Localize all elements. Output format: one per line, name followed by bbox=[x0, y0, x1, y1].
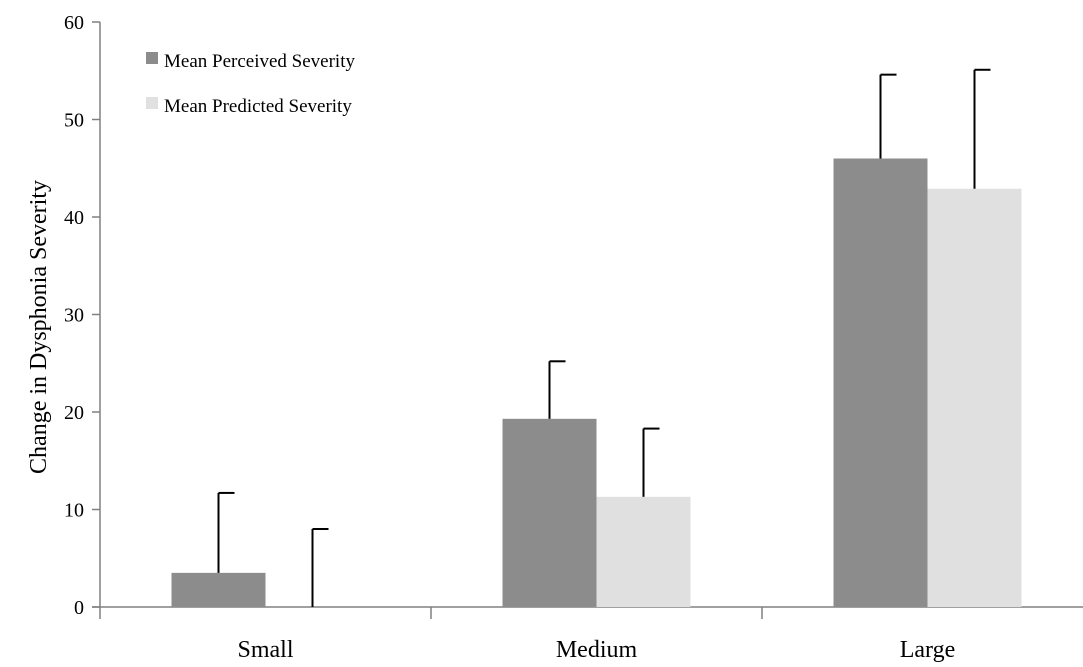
legend-label: Mean Predicted Severity bbox=[164, 96, 352, 117]
bar bbox=[502, 418, 597, 607]
bar bbox=[927, 188, 1022, 607]
x-tick-label: Large bbox=[900, 637, 956, 663]
y-tick-label: 0 bbox=[74, 597, 84, 619]
y-axis-title: Change in Dysphonia Severity bbox=[26, 180, 52, 474]
y-tick-label: 30 bbox=[64, 305, 84, 327]
legend: Mean Perceived Severity Mean Predicted Se… bbox=[146, 51, 355, 117]
y-tick-label: 10 bbox=[64, 500, 84, 522]
legend-swatch bbox=[146, 52, 158, 64]
axes: 0 10 20 30 40 50 60 Small Medium Large bbox=[64, 12, 1083, 663]
x-tick-label: Small bbox=[237, 637, 293, 663]
bar bbox=[596, 496, 691, 607]
y-tick-label: 60 bbox=[64, 12, 84, 34]
legend-swatch bbox=[146, 97, 158, 109]
y-tick-label: 50 bbox=[64, 110, 84, 132]
y-tick-label: 20 bbox=[64, 402, 84, 424]
bars bbox=[171, 158, 1022, 607]
bar bbox=[833, 158, 928, 607]
bar bbox=[171, 572, 266, 607]
x-tick-label: Medium bbox=[556, 637, 638, 663]
error-bars bbox=[217, 68, 991, 607]
legend-label: Mean Perceived Severity bbox=[164, 51, 355, 72]
y-tick-label: 40 bbox=[64, 207, 84, 229]
